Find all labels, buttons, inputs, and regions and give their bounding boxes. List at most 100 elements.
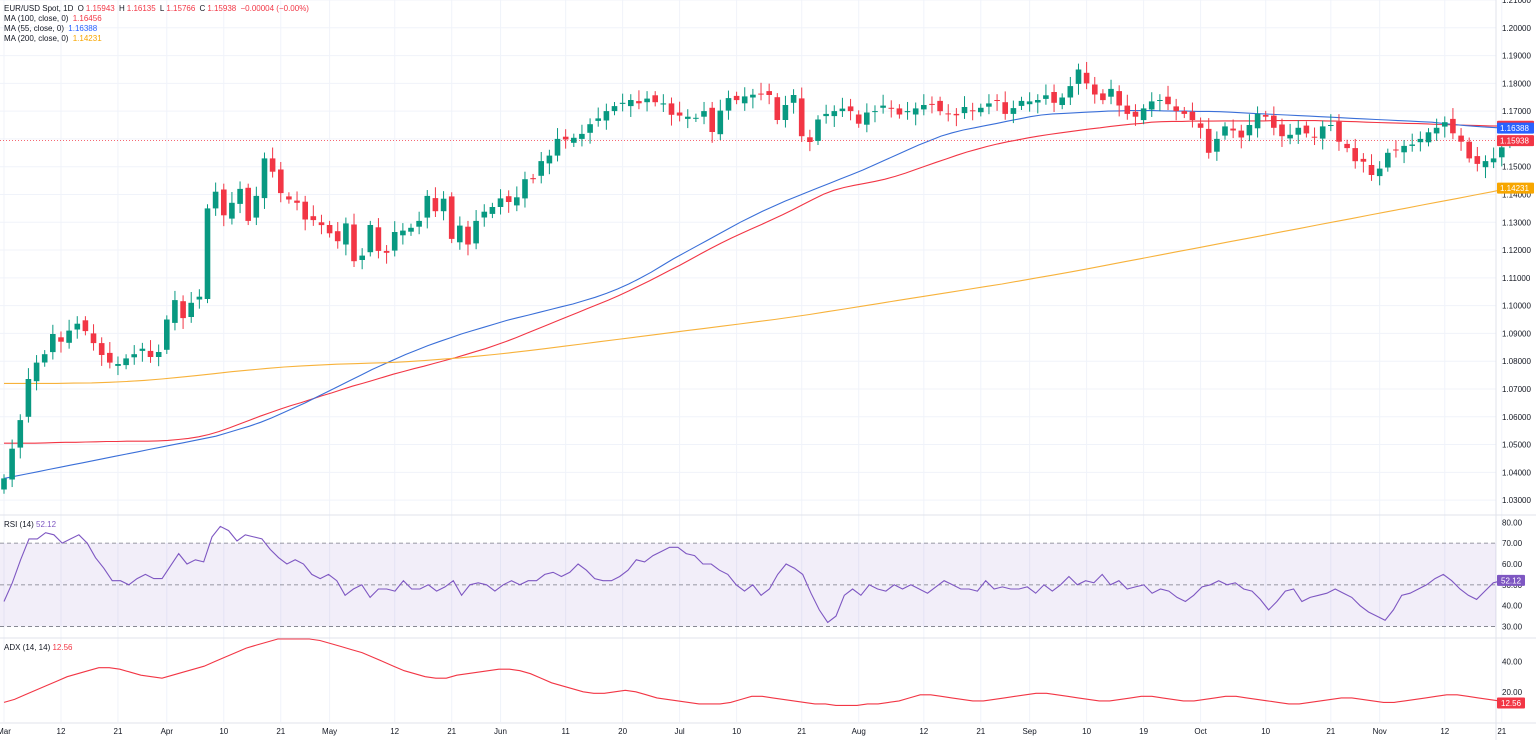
candle-body[interactable] — [652, 95, 658, 103]
candle-body[interactable] — [473, 220, 479, 244]
candle-body[interactable] — [1148, 101, 1155, 110]
candle-body[interactable] — [1222, 126, 1228, 136]
candle-body[interactable] — [131, 354, 137, 358]
candle-body[interactable] — [1197, 123, 1204, 128]
candle-body[interactable] — [1205, 128, 1212, 153]
candle-body[interactable] — [286, 196, 292, 200]
candle-body[interactable] — [1100, 93, 1106, 101]
candle-body[interactable] — [416, 220, 422, 227]
candle-body[interactable] — [1230, 128, 1236, 131]
candle-body[interactable] — [1051, 92, 1057, 103]
candle-body[interactable] — [1083, 72, 1090, 84]
candle-body[interactable] — [155, 352, 162, 357]
candle-body[interactable] — [1026, 101, 1033, 105]
candle-body[interactable] — [1336, 121, 1342, 142]
candle-body[interactable] — [497, 198, 504, 207]
candle-body[interactable] — [432, 198, 439, 212]
candle-body[interactable] — [188, 302, 194, 317]
candle-body[interactable] — [58, 337, 64, 342]
candle-body[interactable] — [123, 358, 129, 366]
candle-body[interactable] — [587, 124, 593, 133]
candle-body[interactable] — [839, 108, 846, 112]
candle-body[interactable] — [424, 195, 431, 218]
candle-body[interactable] — [367, 225, 374, 253]
candle-body[interactable] — [172, 300, 178, 323]
candle-body[interactable] — [1474, 156, 1481, 164]
candle-body[interactable] — [74, 323, 81, 330]
candle-body[interactable] — [1092, 84, 1098, 95]
candle-body[interactable] — [1108, 88, 1114, 97]
candle-body[interactable] — [701, 111, 707, 117]
candle-body[interactable] — [1246, 125, 1253, 136]
candle-body[interactable] — [1165, 96, 1171, 105]
candle-body[interactable] — [164, 319, 170, 350]
candle-body[interactable] — [1319, 126, 1326, 139]
candle-body[interactable] — [1450, 118, 1456, 134]
candle-body[interactable] — [668, 103, 675, 115]
candle-body[interactable] — [1189, 111, 1196, 120]
candle-body[interactable] — [1303, 125, 1310, 134]
candle-body[interactable] — [1360, 158, 1367, 162]
candle-body[interactable] — [807, 137, 813, 142]
candle-body[interactable] — [693, 117, 699, 119]
candle-body[interactable] — [766, 91, 772, 95]
candle-body[interactable] — [17, 420, 24, 448]
candle-body[interactable] — [334, 231, 341, 242]
candle-body[interactable] — [1124, 105, 1131, 114]
candle-body[interactable] — [278, 169, 284, 194]
legend-ma200-row[interactable]: MA (200, close, 0) 1.14231 — [4, 34, 311, 44]
candle-body[interactable] — [864, 112, 870, 125]
candle-body[interactable] — [709, 107, 715, 132]
candle-body[interactable] — [790, 95, 797, 103]
candle-body[interactable] — [741, 96, 748, 104]
candle-body[interactable] — [82, 320, 89, 332]
candle-body[interactable] — [1116, 91, 1122, 106]
candle-body[interactable] — [1, 478, 7, 490]
candle-body[interactable] — [595, 118, 601, 121]
candle-body[interactable] — [90, 333, 97, 344]
candle-body[interactable] — [1262, 115, 1269, 117]
candle-body[interactable] — [685, 116, 691, 119]
candle-body[interactable] — [571, 137, 577, 143]
candle-body[interactable] — [229, 202, 235, 219]
candle-body[interactable] — [294, 200, 300, 203]
candle-body[interactable] — [1181, 111, 1188, 114]
candle-body[interactable] — [343, 223, 349, 245]
candle-body[interactable] — [798, 98, 805, 137]
candle-body[interactable] — [1043, 95, 1049, 99]
candle-body[interactable] — [212, 191, 219, 209]
candle-body[interactable] — [986, 103, 992, 107]
candle-body[interactable] — [1214, 138, 1220, 152]
candle-body[interactable] — [1295, 127, 1302, 135]
candle-body[interactable] — [562, 136, 569, 140]
candle-body[interactable] — [904, 111, 911, 113]
candle-body[interactable] — [1401, 145, 1407, 153]
candle-body[interactable] — [1409, 144, 1415, 146]
candle-body[interactable] — [1059, 97, 1065, 106]
candle-body[interactable] — [1075, 69, 1082, 84]
candle-body[interactable] — [888, 107, 895, 109]
candle-body[interactable] — [774, 97, 781, 120]
candle-body[interactable] — [1279, 124, 1285, 137]
candle-body[interactable] — [579, 133, 585, 139]
candle-body[interactable] — [1271, 115, 1277, 128]
candle-body[interactable] — [1140, 108, 1147, 121]
candle-body[interactable] — [937, 100, 943, 112]
candle-body[interactable] — [619, 102, 626, 104]
candle-body[interactable] — [855, 114, 862, 124]
candle-body[interactable] — [489, 207, 496, 214]
candle-body[interactable] — [196, 296, 203, 300]
candle-body[interactable] — [880, 105, 886, 108]
candle-body[interactable] — [1328, 125, 1334, 126]
candle-body[interactable] — [1393, 149, 1399, 151]
candle-body[interactable] — [676, 112, 683, 116]
candle-body[interactable] — [1238, 130, 1245, 138]
candle-body[interactable] — [514, 197, 520, 206]
candle-body[interactable] — [969, 110, 976, 112]
candle-body[interactable] — [636, 101, 642, 104]
candle-body[interactable] — [530, 178, 536, 180]
candle-body[interactable] — [815, 119, 821, 141]
candle-body[interactable] — [1352, 148, 1358, 162]
candle-body[interactable] — [1018, 100, 1025, 106]
candle-body[interactable] — [1458, 135, 1464, 142]
